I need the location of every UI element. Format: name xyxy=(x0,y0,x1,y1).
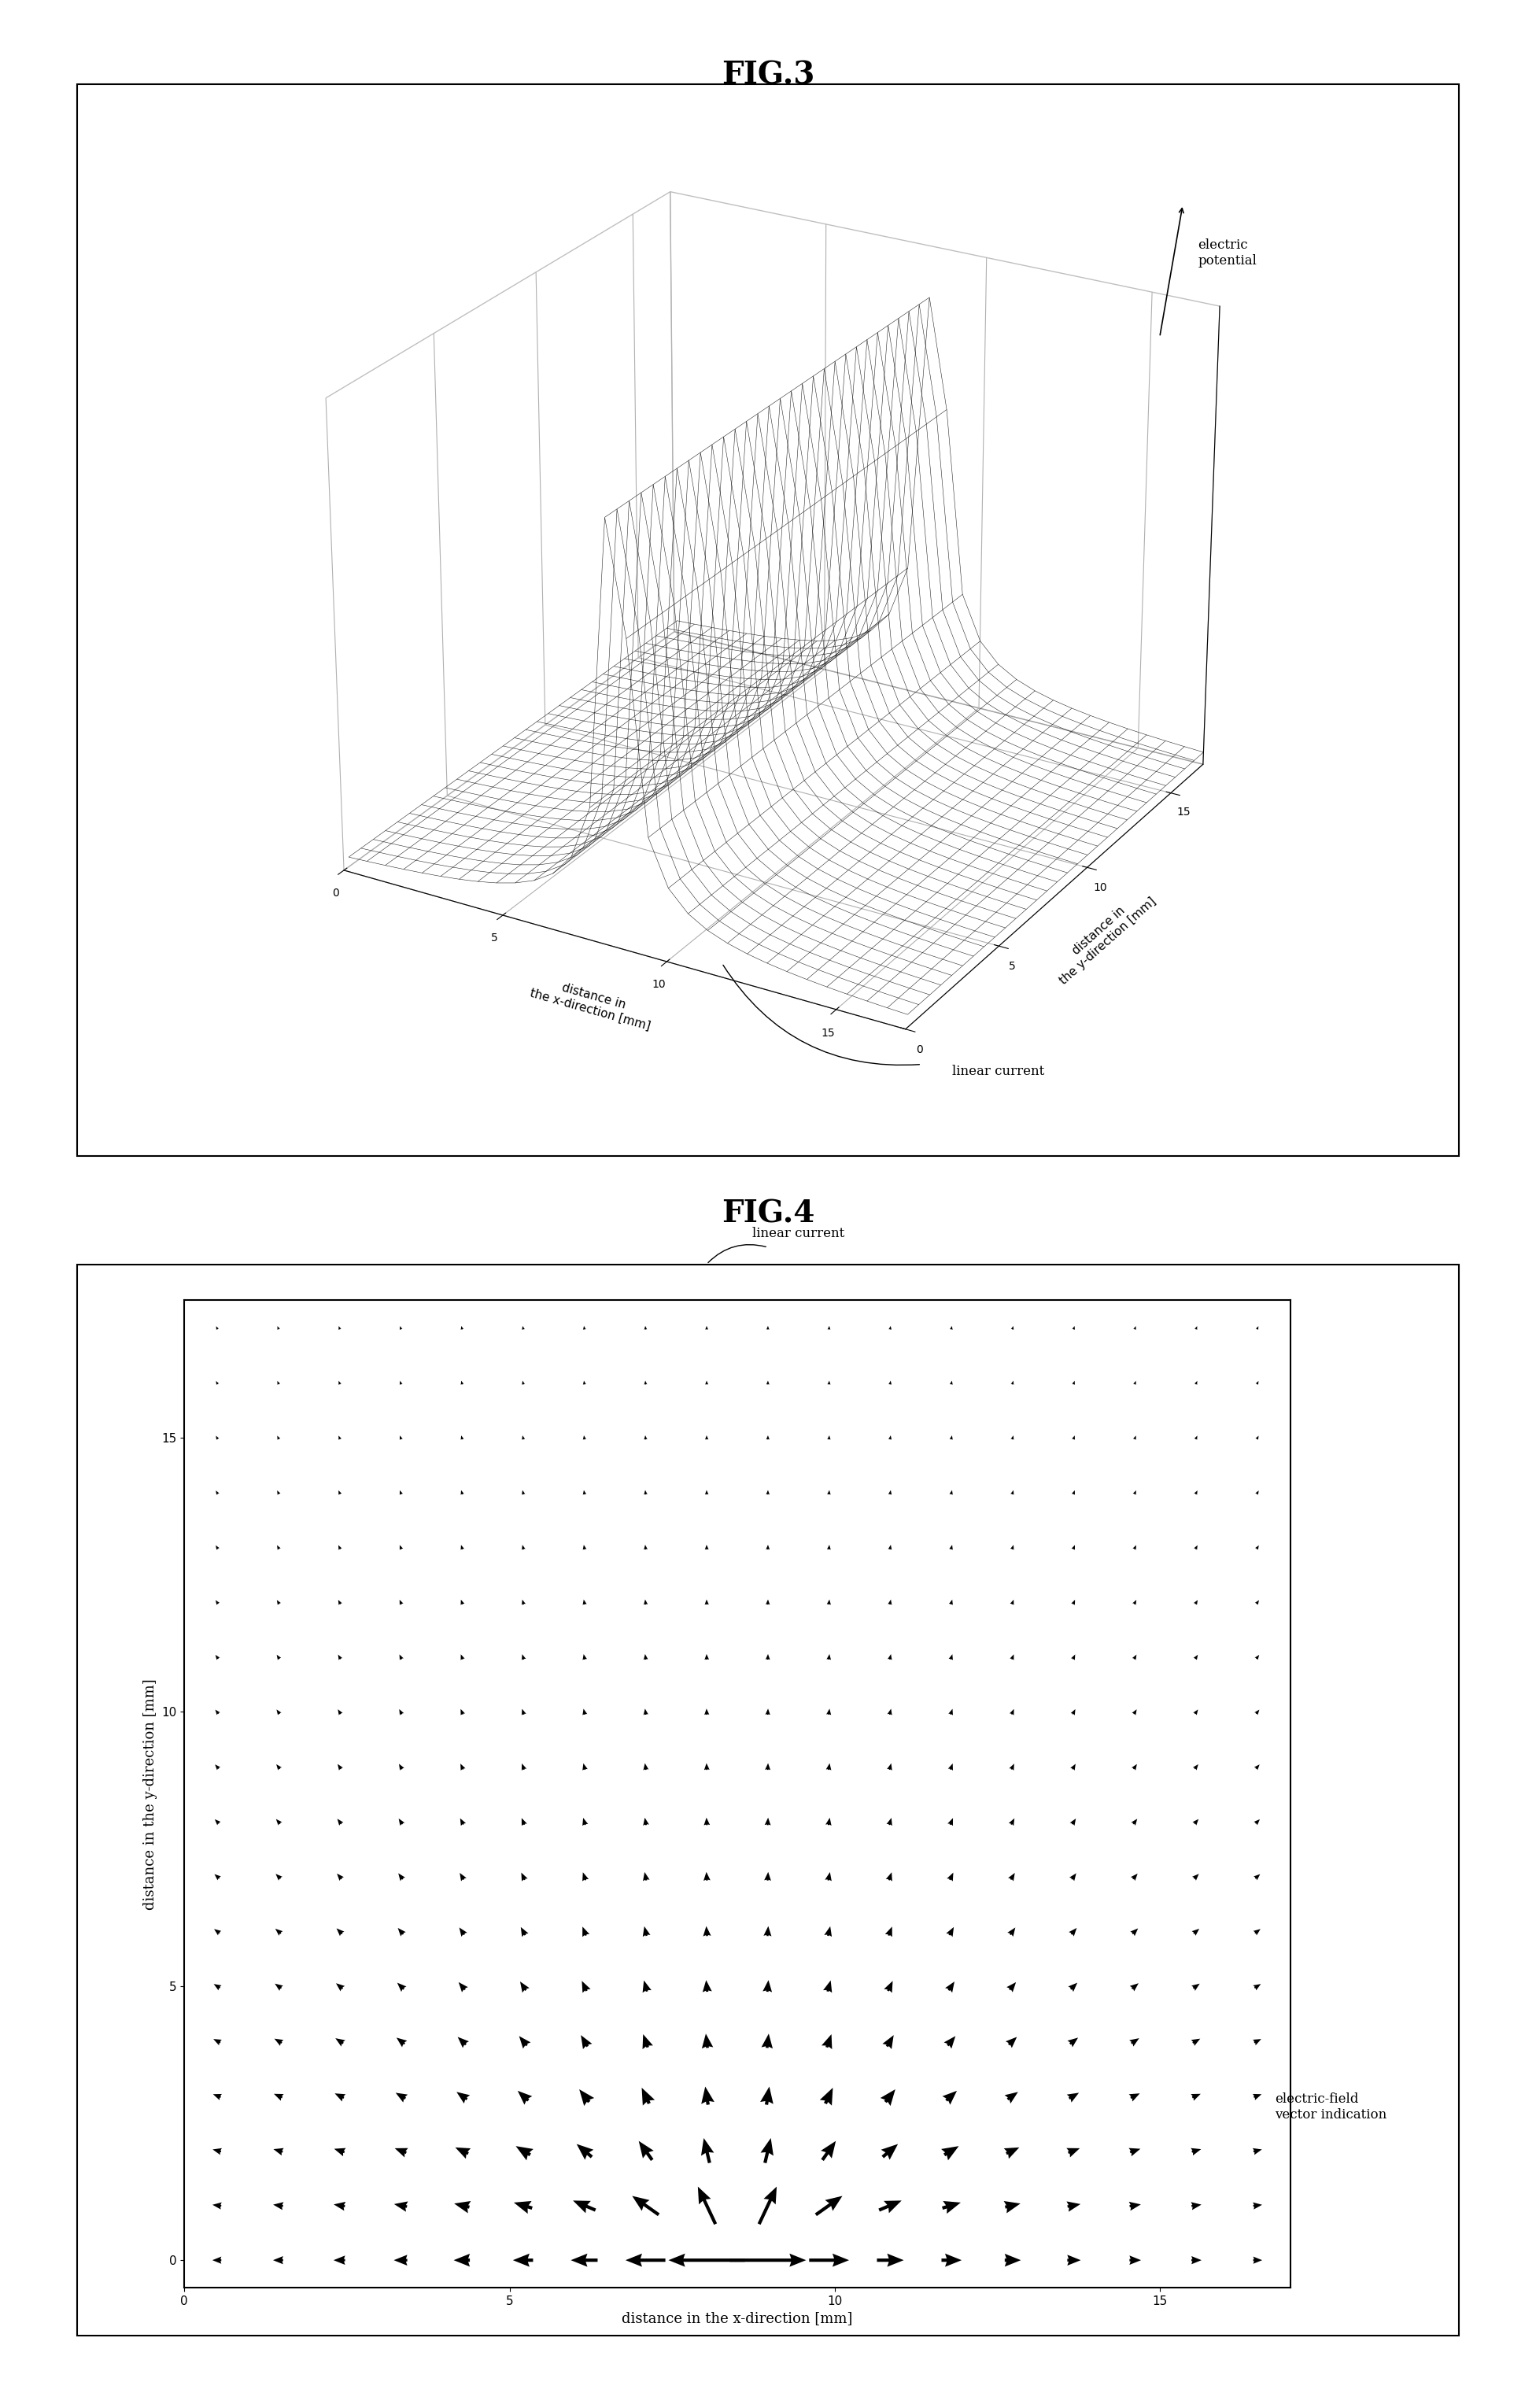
Y-axis label: distance in the y-direction [mm]: distance in the y-direction [mm] xyxy=(143,1678,157,1910)
Text: FIG.4: FIG.4 xyxy=(722,1199,814,1228)
Text: electric
potential: electric potential xyxy=(1198,238,1256,267)
X-axis label: distance in the x-direction [mm]: distance in the x-direction [mm] xyxy=(622,2312,852,2326)
Text: electric-field
vector indication: electric-field vector indication xyxy=(1275,2093,1387,2121)
Y-axis label: distance in
the y-direction [mm]: distance in the y-direction [mm] xyxy=(1048,886,1158,987)
Text: FIG.3: FIG.3 xyxy=(722,60,814,89)
Text: linear current: linear current xyxy=(753,1226,845,1240)
Text: linear current: linear current xyxy=(952,1064,1044,1079)
X-axis label: distance in
the x-direction [mm]: distance in the x-direction [mm] xyxy=(528,973,656,1033)
